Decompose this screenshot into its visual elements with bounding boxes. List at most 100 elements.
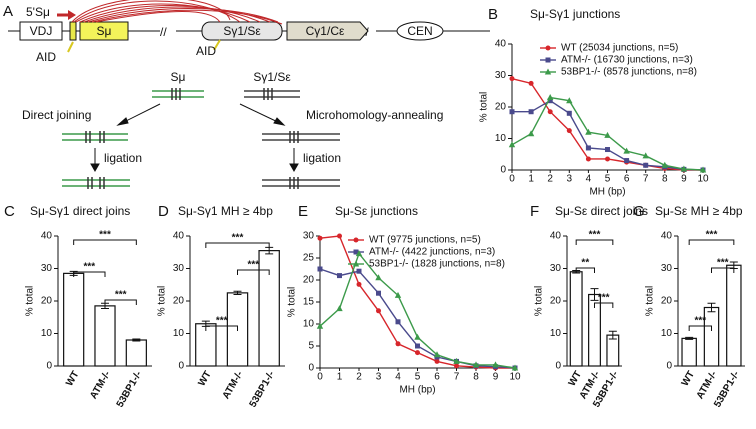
y-tick-label: 10 [661,328,673,339]
marker [661,161,668,168]
x-tick-label: 9 [493,372,499,383]
significance-label: *** [232,233,244,244]
marker [509,76,515,82]
marker [585,128,592,135]
marker [604,131,611,138]
y-tick-label: 20 [550,296,562,307]
y-axis-label: % total [25,286,36,317]
y-axis-label: % total [157,286,168,317]
y-tick-label: 0 [555,361,561,372]
error-bar [233,290,242,295]
chart-title: Sμ-Sε direct joins [555,204,648,218]
y-axis-label: % total [534,286,545,317]
chart-title: Sμ-Sγ1 junctions [530,7,620,21]
y-tick-label: 20 [173,296,185,307]
marker [453,357,460,364]
marker [353,237,359,243]
marker [395,319,401,325]
legend-label: WT (25034 junctions, n=5) [561,43,678,54]
y-tick-label: 40 [41,231,53,242]
marker [528,109,534,115]
label: VDJ [30,24,53,38]
y-tick-label: 30 [173,263,185,274]
x-tick-label: 9 [681,174,687,185]
x-tick-label: 2 [547,174,553,185]
y-tick-label: 20 [661,296,673,307]
marker [352,260,360,267]
significance-bracket [205,325,238,331]
marker [605,147,610,153]
chart-title: Sμ-Sε MH ≥ 4bp [655,204,743,218]
significance-label: *** [115,290,127,301]
marker [566,97,573,104]
marker [337,273,342,279]
significance-label: *** [83,262,95,273]
significance-bracket [688,239,735,245]
marker [353,249,359,255]
y-tick-label: 40 [661,231,673,242]
marker [624,158,630,164]
box [69,21,77,41]
marker [508,141,516,148]
marker [355,250,363,257]
x-tick-label: 53BP1-/- [115,369,145,409]
bar [681,337,697,367]
marker [642,152,649,159]
x-tick-label: 6 [434,372,440,383]
bar [125,339,147,367]
panel-label: C [4,203,15,220]
x-tick-label: 0 [317,372,323,383]
bar [726,264,742,367]
x-tick-label: 1 [337,372,343,383]
y-tick-label: 10 [495,133,507,144]
x-tick-label: 0 [509,174,515,185]
chart-title: Sμ-Sγ1 direct joins [30,204,130,218]
label: ligation [303,151,341,165]
marker [317,266,323,272]
y-tick-label: 5 [308,341,314,352]
panel-label: B [488,6,498,23]
y-axis-label: % total [479,92,490,123]
marker [414,333,421,340]
label: Sμ [171,70,186,84]
marker [415,350,420,356]
legend-label: ATM-/- (16730 junctions, n=3) [561,55,693,66]
arrow-head [68,10,76,20]
y-tick-label: 0 [46,361,52,372]
marker [492,361,499,368]
marker [585,156,591,162]
marker [395,341,401,347]
significance-bracket [594,302,614,308]
label: AID [36,50,56,64]
y-tick-label: 20 [495,102,507,113]
bar [703,306,720,367]
significance-bracket [237,269,270,275]
marker [454,363,459,369]
significance-bracket [711,267,735,273]
y-axis-label: % total [645,286,656,317]
significance-label: *** [99,230,111,241]
marker [337,233,342,239]
x-tick-label: 8 [662,174,668,185]
bar [569,271,583,367]
marker [376,290,381,296]
marker [528,80,534,86]
significance-label: ** [581,258,589,269]
marker [509,109,515,115]
x-tick-label: 4 [395,372,401,383]
significance-label: *** [706,230,718,241]
y-tick-label: 30 [550,263,562,274]
marker [680,165,688,172]
marker [545,45,551,51]
significance-label: *** [717,258,729,269]
chart-title: Sμ-Sε junctions [335,204,418,218]
marker [527,130,535,137]
marker [511,364,519,371]
x-tick-label: 5 [415,372,421,383]
label: 5'Sμ [26,5,50,19]
x-tick-label: 6 [624,174,630,185]
error-bar [590,288,599,301]
x-tick-label: 53BP1-/- [248,369,278,409]
legend-label: 53BP1-/- (1828 junctions, n=8) [369,259,505,270]
x-tick-label: 8 [473,372,479,383]
